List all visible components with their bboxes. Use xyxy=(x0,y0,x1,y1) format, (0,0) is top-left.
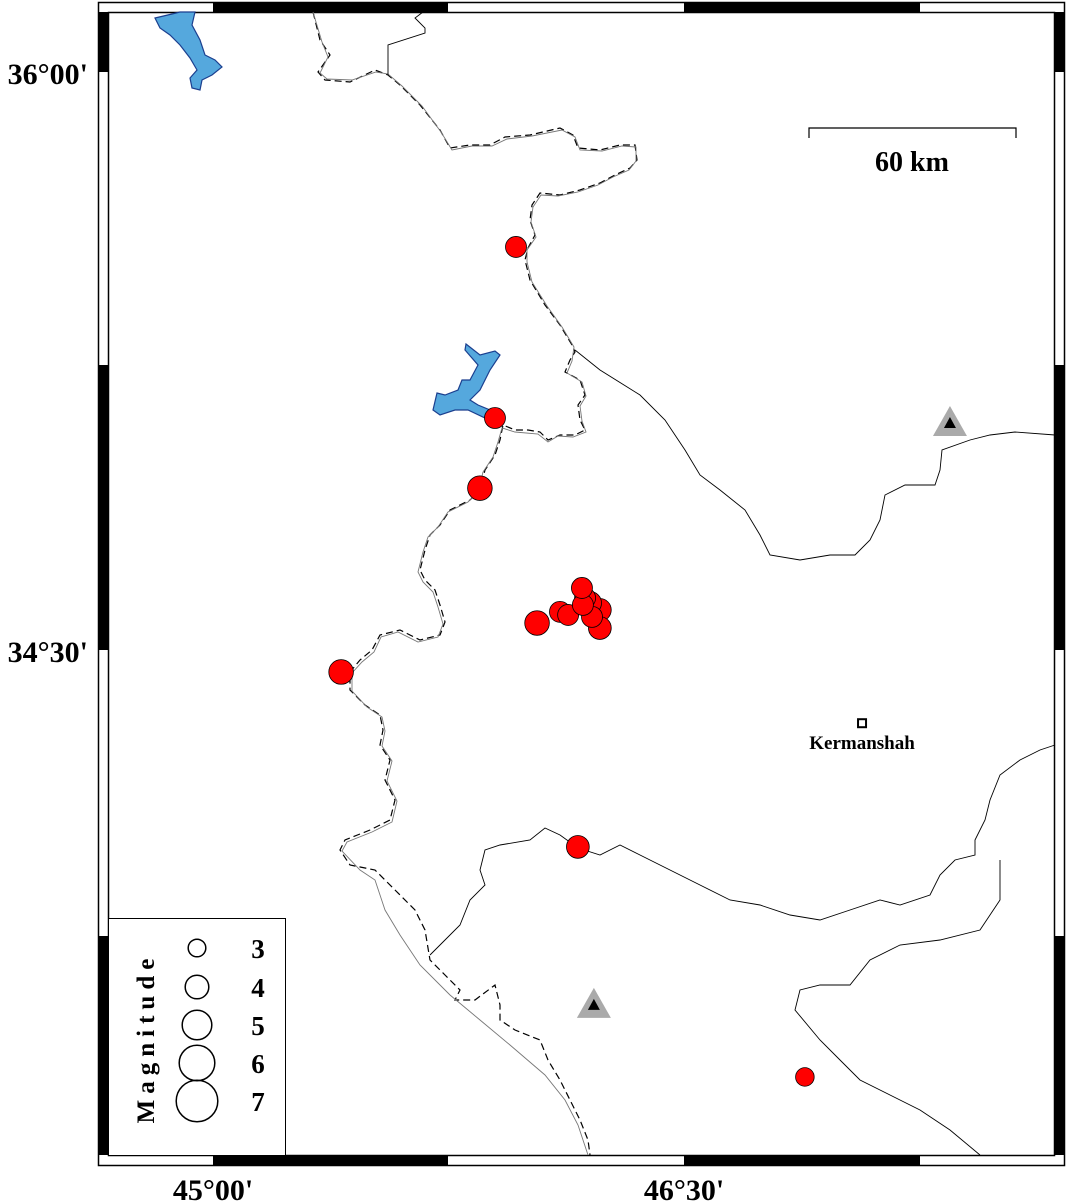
provincial-border-southeast xyxy=(794,860,1001,1156)
legend-circle xyxy=(181,1009,213,1041)
scale-bar: 60 km xyxy=(808,127,1017,178)
provincial-border-east xyxy=(574,349,1056,561)
longitude-label: 45°00' xyxy=(173,1174,253,1204)
legend-label: 3 xyxy=(251,934,265,964)
legend: Magnitude 3 4 5 6 7 xyxy=(108,918,286,1156)
legend-title: Magnitude xyxy=(133,953,160,1124)
legend-circle xyxy=(175,1079,219,1123)
international-border xyxy=(312,11,638,1156)
earthquake-event xyxy=(505,236,527,258)
scale-bar-label: 60 km xyxy=(875,147,949,178)
latitude-label: 34°30' xyxy=(8,636,88,669)
station-triangle-icon xyxy=(576,987,611,1018)
earthquake-event xyxy=(571,577,593,599)
map-frame xyxy=(97,1,1066,1167)
station-triangle-icon xyxy=(932,406,967,437)
boundaries xyxy=(312,11,1056,1156)
lake-north xyxy=(154,11,223,91)
provincial-border-south xyxy=(429,744,1056,956)
earthquake-event xyxy=(524,610,550,636)
legend-label: 4 xyxy=(251,973,265,1003)
legend-label: 7 xyxy=(251,1087,265,1117)
earthquake-event xyxy=(328,659,354,685)
longitude-label: 46°30' xyxy=(644,1174,724,1204)
legend-circle xyxy=(184,974,210,1000)
earthquake-event xyxy=(467,475,493,501)
city-label: Kermanshah xyxy=(809,733,915,754)
international-border-solid xyxy=(312,11,637,1156)
legend-label: 6 xyxy=(251,1049,265,1079)
latitude-label: 36°00' xyxy=(8,58,88,91)
lake-central xyxy=(432,342,501,419)
earthquake-event xyxy=(566,835,590,859)
provincial-border-north xyxy=(387,11,426,75)
earthquake-event xyxy=(484,407,506,429)
legend-circle xyxy=(187,938,207,958)
city-square-icon xyxy=(857,718,868,729)
legend-label: 5 xyxy=(251,1011,265,1041)
earthquake-event xyxy=(795,1067,815,1087)
